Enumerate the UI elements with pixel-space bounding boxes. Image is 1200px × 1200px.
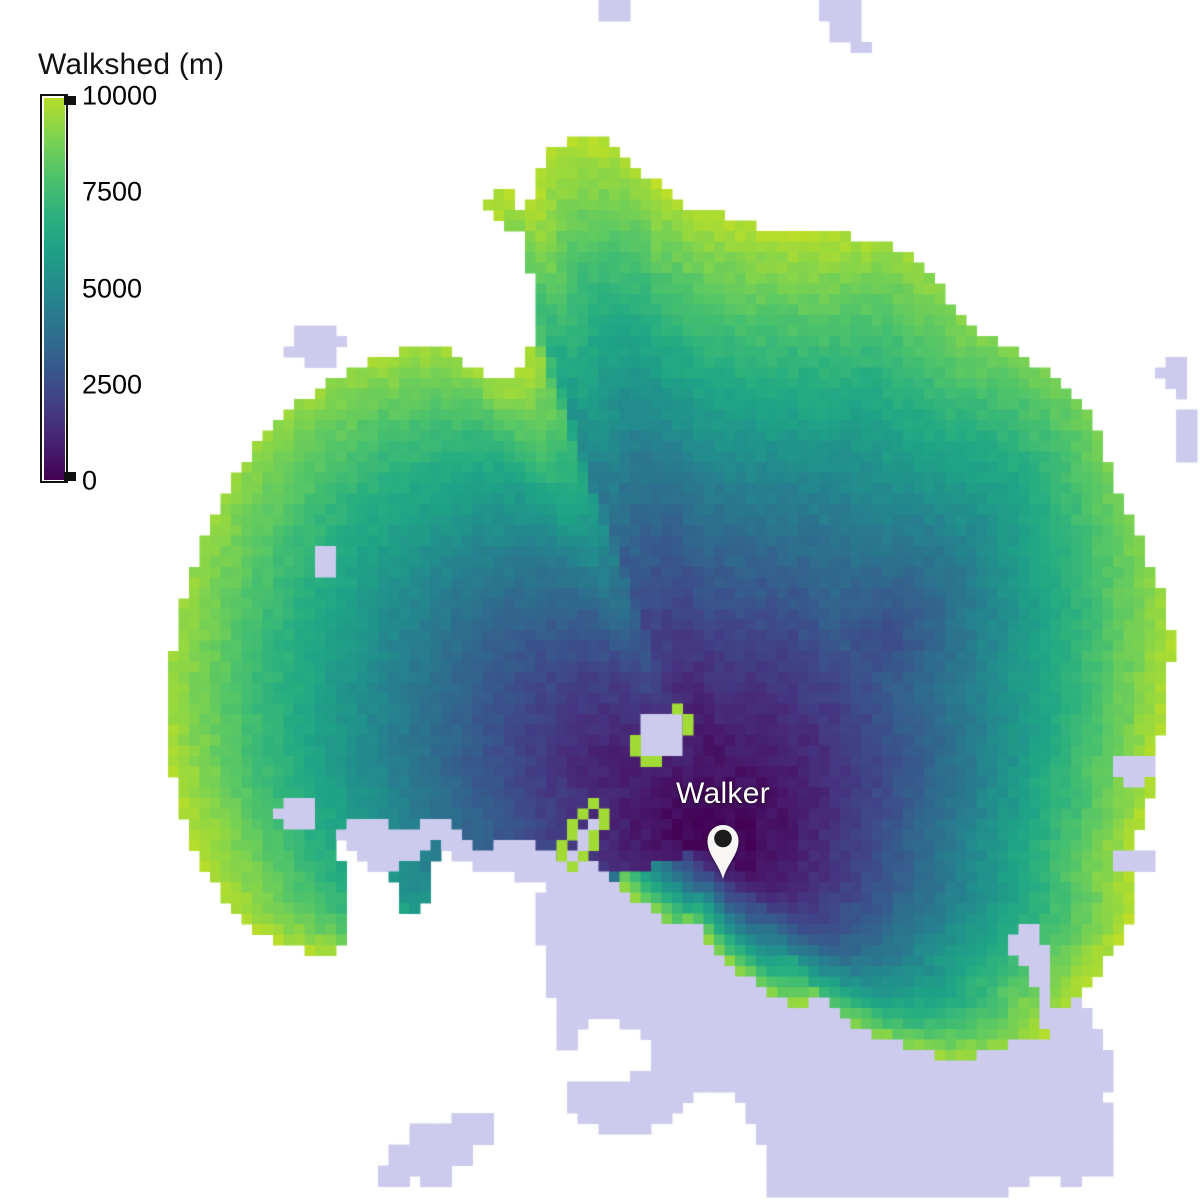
legend: Walkshed (m) 10000 7500 5000 2500 0 (38, 48, 258, 496)
colorbar-tick-notch (64, 472, 76, 481)
walker-marker-pin (704, 820, 742, 880)
map-pin-icon (707, 825, 739, 879)
colorbar-tick-notch (64, 96, 76, 105)
colorbar-tick-label: 10000 (82, 80, 158, 111)
colorbar-tick-label: 5000 (82, 273, 143, 303)
walker-marker-label: Walker (675, 777, 771, 810)
legend-title: Walkshed (m) (38, 48, 225, 81)
colorbar (40, 94, 68, 483)
colorbar-tick-label: 2500 (82, 369, 143, 400)
colorbar-gradient (43, 97, 65, 480)
colorbar-tick-label: 0 (82, 465, 98, 496)
colorbar-tick-label: 7500 (82, 176, 143, 207)
